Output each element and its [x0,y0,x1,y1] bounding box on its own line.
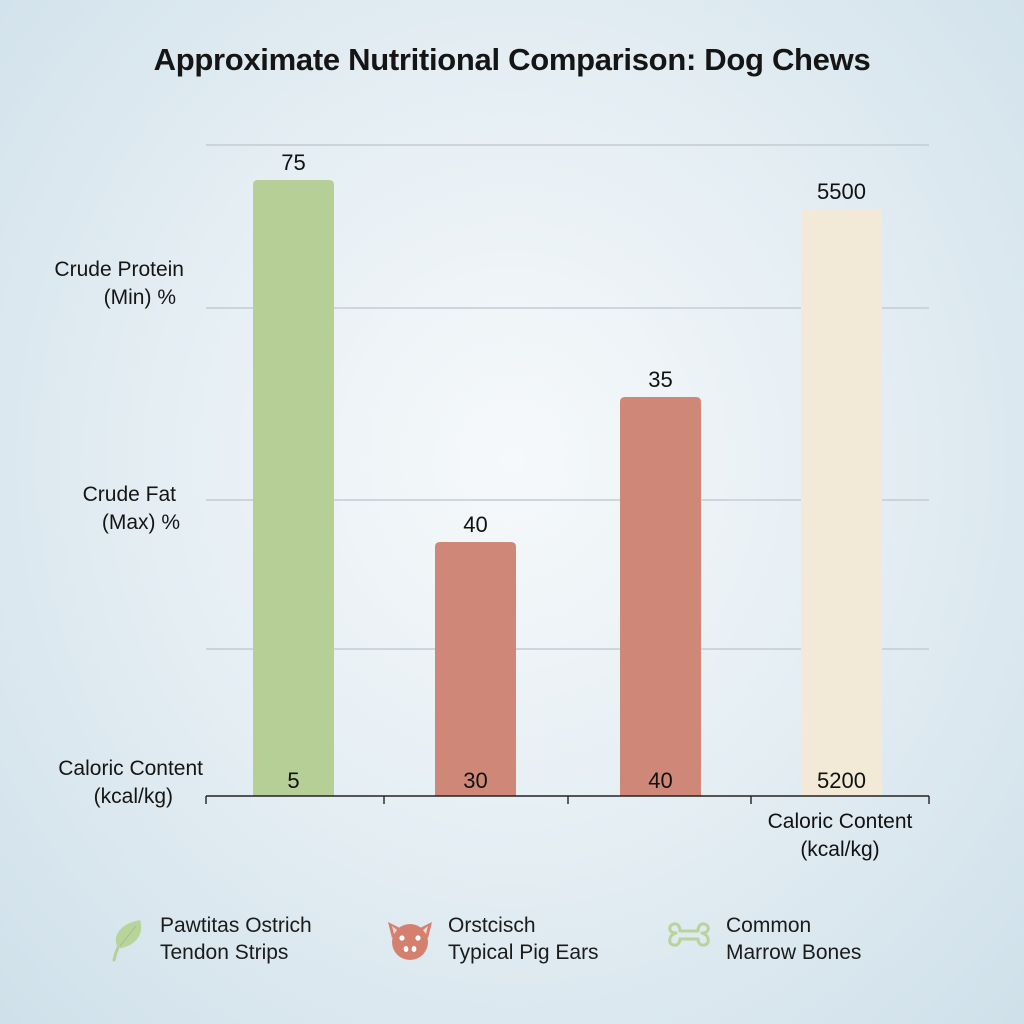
bar-top-label: 40 [463,512,487,537]
y-label-line2: (Min) % [103,286,176,309]
bar-top-label: 75 [281,150,305,175]
bar-top-label: 35 [648,367,672,392]
y-label-caloric: Caloric Content (kcal/kg) [3,755,203,811]
legend-label-line1: Pawtitas Ostrich [160,914,312,937]
y-label-crude-fat: Crude Fat (Max) % [0,481,180,537]
x-label-line1: Caloric Content [767,810,913,833]
legend-label-line1: Common [726,914,812,937]
y-label-line1: Crude Fat [82,483,176,506]
legend-label-line2: Typical Pig Ears [448,941,599,964]
bar [620,397,701,796]
legend-item-marrow-bones: Common Marrow Bones [664,912,861,966]
y-label-line1: Crude Protein [54,258,184,281]
legend-item-ostrich: Pawtitas Ostrich Tendon Strips [104,912,312,966]
bar [435,542,516,796]
legend-label-line1: Orstcisch [448,914,536,937]
legend-label-line2: Marrow Bones [726,941,862,964]
legend-item-pig-ears: Orstcisch Typical Pig Ears [384,912,599,966]
x-label-line2: (kcal/kg) [800,838,880,861]
y-label-line2: (kcal/kg) [93,785,173,808]
bar-top-label: 5500 [817,179,866,204]
bar-bottom-label: 5200 [817,768,866,793]
bar [253,180,334,796]
chart-title: Approximate Nutritional Comparison: Dog … [153,42,871,77]
bar-bottom-label: 30 [463,768,487,793]
y-label-crude-protein: Crude Protein (Min) % [0,256,184,312]
bar-bottom-label: 40 [648,768,672,793]
bar-bottom-label: 5 [287,768,299,793]
bone-icon [668,922,710,947]
y-label-line2: (Max) % [101,511,180,534]
bar [801,209,882,796]
pig-icon [388,922,432,960]
legend-label-line2: Tendon Strips [160,941,289,964]
x-axis-label: Caloric Content (kcal/kg) [740,808,940,864]
leaf-icon [112,920,142,962]
y-label-line1: Caloric Content [58,757,203,780]
